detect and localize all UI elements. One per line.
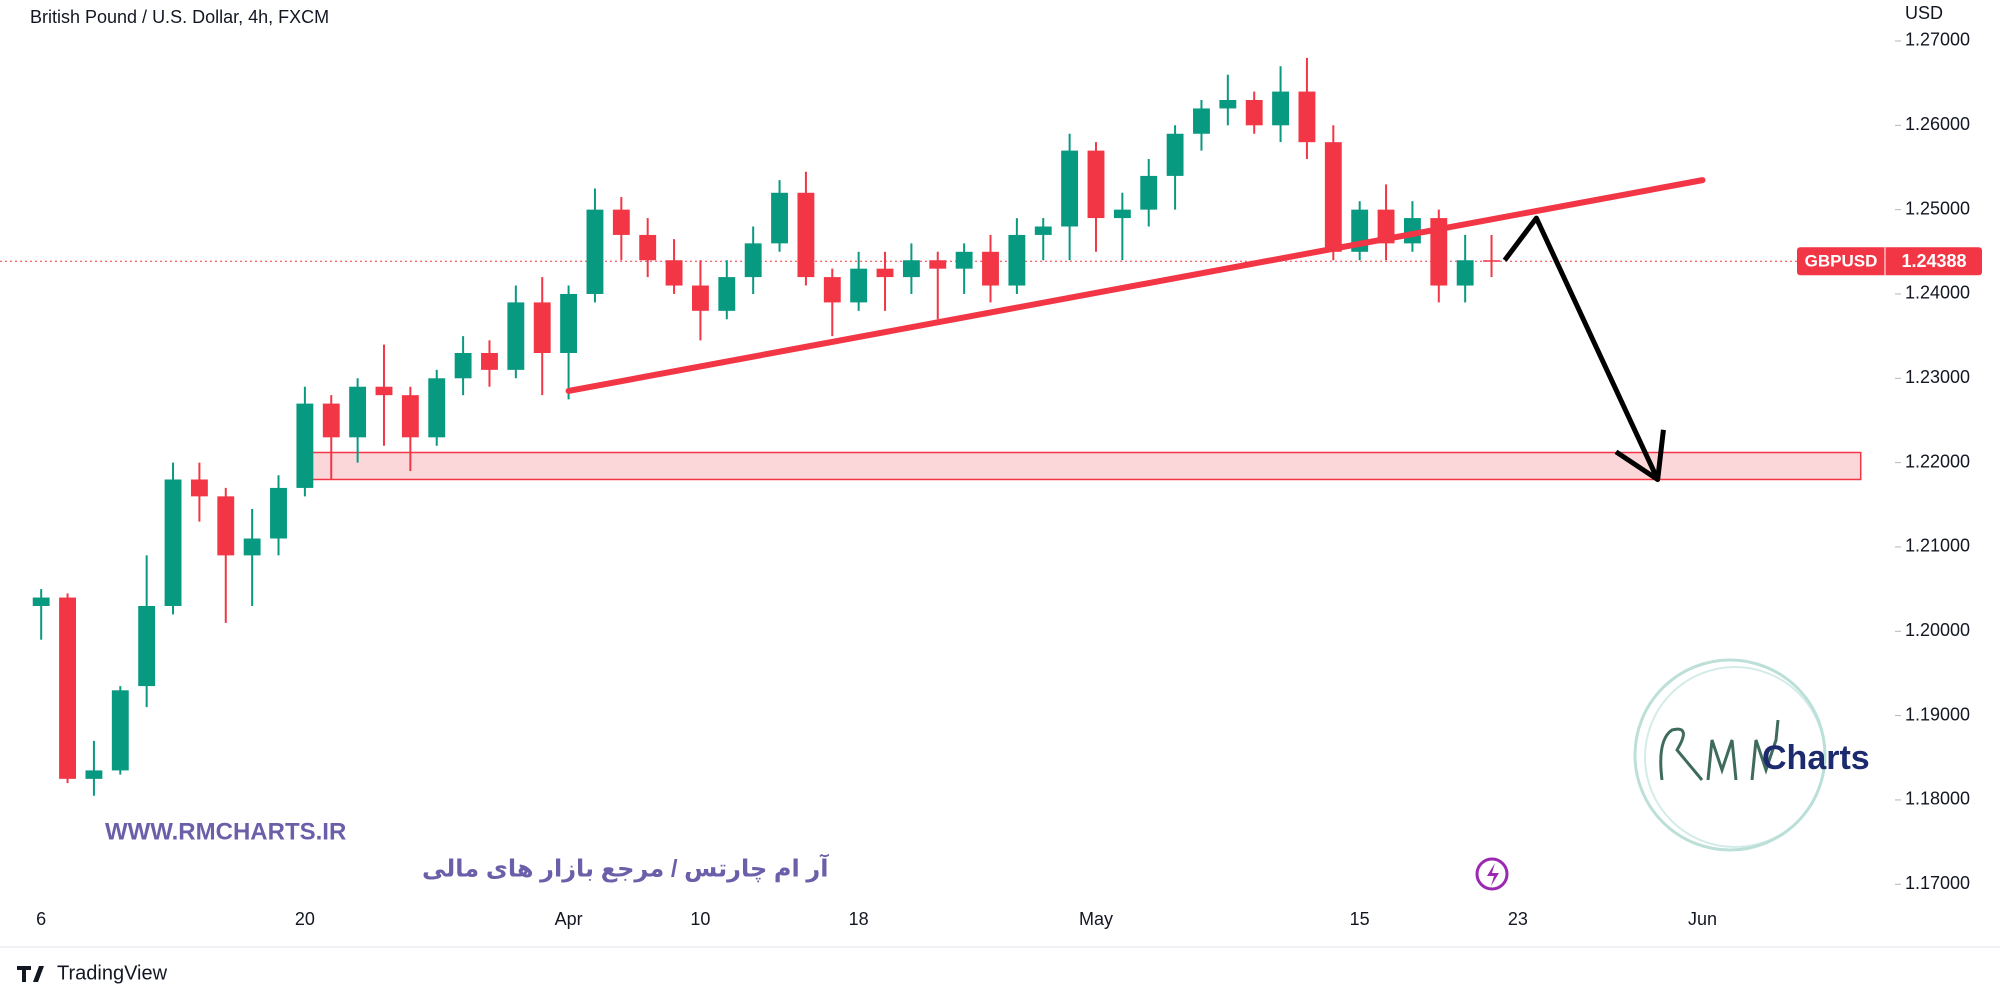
candle-body <box>190 479 208 497</box>
candle-body <box>164 479 182 606</box>
forecast-arrow <box>1502 215 1660 481</box>
y-tick-label: 1.24000 <box>1905 283 1970 303</box>
logo-script <box>1659 719 1780 781</box>
target-zone <box>304 451 1862 481</box>
candle-body <box>718 277 736 311</box>
candle-body <box>1298 91 1316 143</box>
x-tick-label: 10 <box>690 909 710 929</box>
candle-body <box>982 251 999 286</box>
candle-body <box>296 403 314 488</box>
candle-body <box>85 770 103 779</box>
y-tick-label: 1.18000 <box>1905 789 1970 809</box>
candle-body <box>138 605 156 687</box>
candle-body <box>1219 100 1237 109</box>
candle-body <box>1377 209 1395 244</box>
candle-body <box>876 268 894 278</box>
candle-body <box>586 209 604 294</box>
y-tick-label: 1.17000 <box>1905 873 1970 893</box>
tradingview-logo[interactable] <box>17 966 44 982</box>
trendline <box>565 177 1706 394</box>
y-tick-label: 1.21000 <box>1905 536 1970 556</box>
candle-body <box>639 234 657 261</box>
watermark-site: WWW.RMCHARTS.IR <box>105 818 346 845</box>
y-tick-label: 1.20000 <box>1905 620 1970 640</box>
candle-body <box>111 690 129 771</box>
x-tick-label: 18 <box>849 909 869 929</box>
candle-body <box>1113 209 1131 219</box>
candle-body <box>1430 218 1448 286</box>
watermark-tagline: آر ام چارتس / مرجع بازار های مالی <box>422 853 829 882</box>
candle-body <box>691 285 709 311</box>
candle-body <box>1140 175 1158 210</box>
arrow-head <box>1614 429 1666 482</box>
x-tick-label: 15 <box>1350 909 1370 929</box>
candle-body <box>1483 260 1500 262</box>
candle-body <box>1245 100 1263 126</box>
tv-icon[interactable] <box>17 966 44 982</box>
candle-body <box>744 243 762 278</box>
candle-body <box>1324 142 1342 252</box>
x-tick-label: 20 <box>295 909 315 929</box>
candle-body <box>560 293 578 353</box>
x-tick-label: Apr <box>555 909 583 929</box>
symbol-label: GBPUSD <box>1805 252 1878 271</box>
footer-brand[interactable]: TradingView <box>57 962 168 984</box>
candle-body <box>217 496 235 556</box>
candle-body <box>1456 260 1474 286</box>
candle-body <box>1061 150 1079 227</box>
y-axis-unit: USD <box>1905 3 1943 23</box>
candle-body <box>1034 226 1052 235</box>
plot: 1.17000 1.18000 1.19000 1.20000 1.21000 1.220… <box>0 30 1982 929</box>
y-tick-label: 1.22000 <box>1905 451 1970 471</box>
candle-body <box>428 378 446 438</box>
candle-body <box>322 403 340 438</box>
candle-body <box>454 352 472 379</box>
alert-bolt[interactable] <box>1487 863 1499 886</box>
candle-body <box>1087 150 1105 219</box>
candle-body <box>823 277 841 303</box>
candle-body <box>533 302 551 353</box>
logo-text: Charts <box>1762 739 1870 777</box>
alert-circle[interactable] <box>1475 857 1509 891</box>
candle-body <box>243 538 261 556</box>
candle-body <box>771 192 788 244</box>
candle-body <box>1008 234 1026 286</box>
candle-body <box>797 192 815 278</box>
y-tick-label: 1.19000 <box>1905 704 1970 724</box>
candle-body <box>929 260 947 269</box>
candle-body <box>1166 133 1184 176</box>
candle-body <box>955 251 973 269</box>
candle-body <box>401 395 419 438</box>
candle-body <box>1193 108 1210 134</box>
candle-body <box>32 597 50 606</box>
candle-body <box>902 260 920 278</box>
candle-body <box>270 487 287 539</box>
chart-title: British Pound / U.S. Dollar, 4h, FXCM <box>30 7 329 27</box>
x-tick-label: 23 <box>1508 909 1528 929</box>
candle-body <box>59 597 76 779</box>
logo <box>1633 658 1827 852</box>
y-tick-label: 1.26000 <box>1905 114 1970 134</box>
last-price-label: 1.24388 <box>1901 251 1966 271</box>
candle-body <box>612 209 630 235</box>
candle-body <box>665 260 683 286</box>
candle-body <box>349 386 367 438</box>
x-tick-label: May <box>1079 909 1113 929</box>
x-tick-label: 6 <box>36 909 46 929</box>
logo-ring <box>1644 666 1826 848</box>
price-label-box <box>1797 247 1982 276</box>
y-tick-label: 1.23000 <box>1905 367 1970 387</box>
candle-body <box>1272 91 1290 126</box>
y-tick-label: 1.25000 <box>1905 198 1970 218</box>
x-tick-label: Jun <box>1688 909 1717 929</box>
alert-icon[interactable] <box>1475 857 1509 891</box>
candle-body <box>507 302 525 370</box>
candle-body <box>375 386 393 396</box>
y-tick-label: 1.27000 <box>1905 30 1970 50</box>
candle-body <box>481 352 498 370</box>
candle-body <box>850 268 868 303</box>
